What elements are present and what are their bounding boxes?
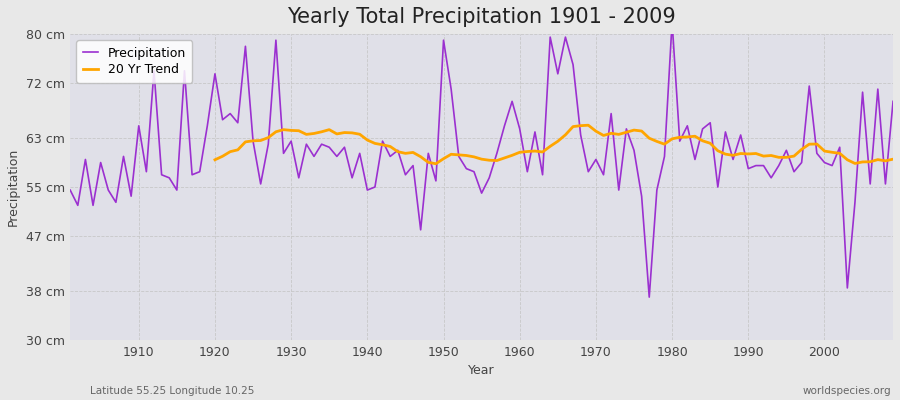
20 Yr Trend [415,154,426,159]
20 Yr Trend [210,157,220,162]
Precipitation [644,295,654,300]
Title: Yearly Total Precipitation 1901 - 2009: Yearly Total Precipitation 1901 - 2009 [287,7,676,27]
20 Yr Trend [698,138,708,143]
20 Yr Trend [430,161,441,166]
Y-axis label: Precipitation: Precipitation [7,148,20,226]
Precipitation [667,20,678,24]
Precipitation [887,99,898,104]
Precipitation [65,188,76,192]
Line: 20 Yr Trend: 20 Yr Trend [215,125,893,164]
Precipitation [293,176,304,180]
20 Yr Trend [872,157,883,162]
Precipitation [126,194,137,198]
20 Yr Trend [788,154,799,158]
20 Yr Trend [804,142,814,146]
Precipitation [514,126,525,131]
Line: Precipitation: Precipitation [70,22,893,297]
X-axis label: Year: Year [468,364,495,377]
20 Yr Trend [887,157,898,162]
Precipitation [606,111,616,116]
Precipitation [507,99,517,104]
Legend: Precipitation, 20 Yr Trend: Precipitation, 20 Yr Trend [76,40,193,82]
20 Yr Trend [583,123,594,128]
20 Yr Trend [301,132,311,137]
Text: worldspecies.org: worldspecies.org [803,386,891,396]
Text: Latitude 55.25 Longitude 10.25: Latitude 55.25 Longitude 10.25 [90,386,255,396]
Precipitation [339,145,350,150]
